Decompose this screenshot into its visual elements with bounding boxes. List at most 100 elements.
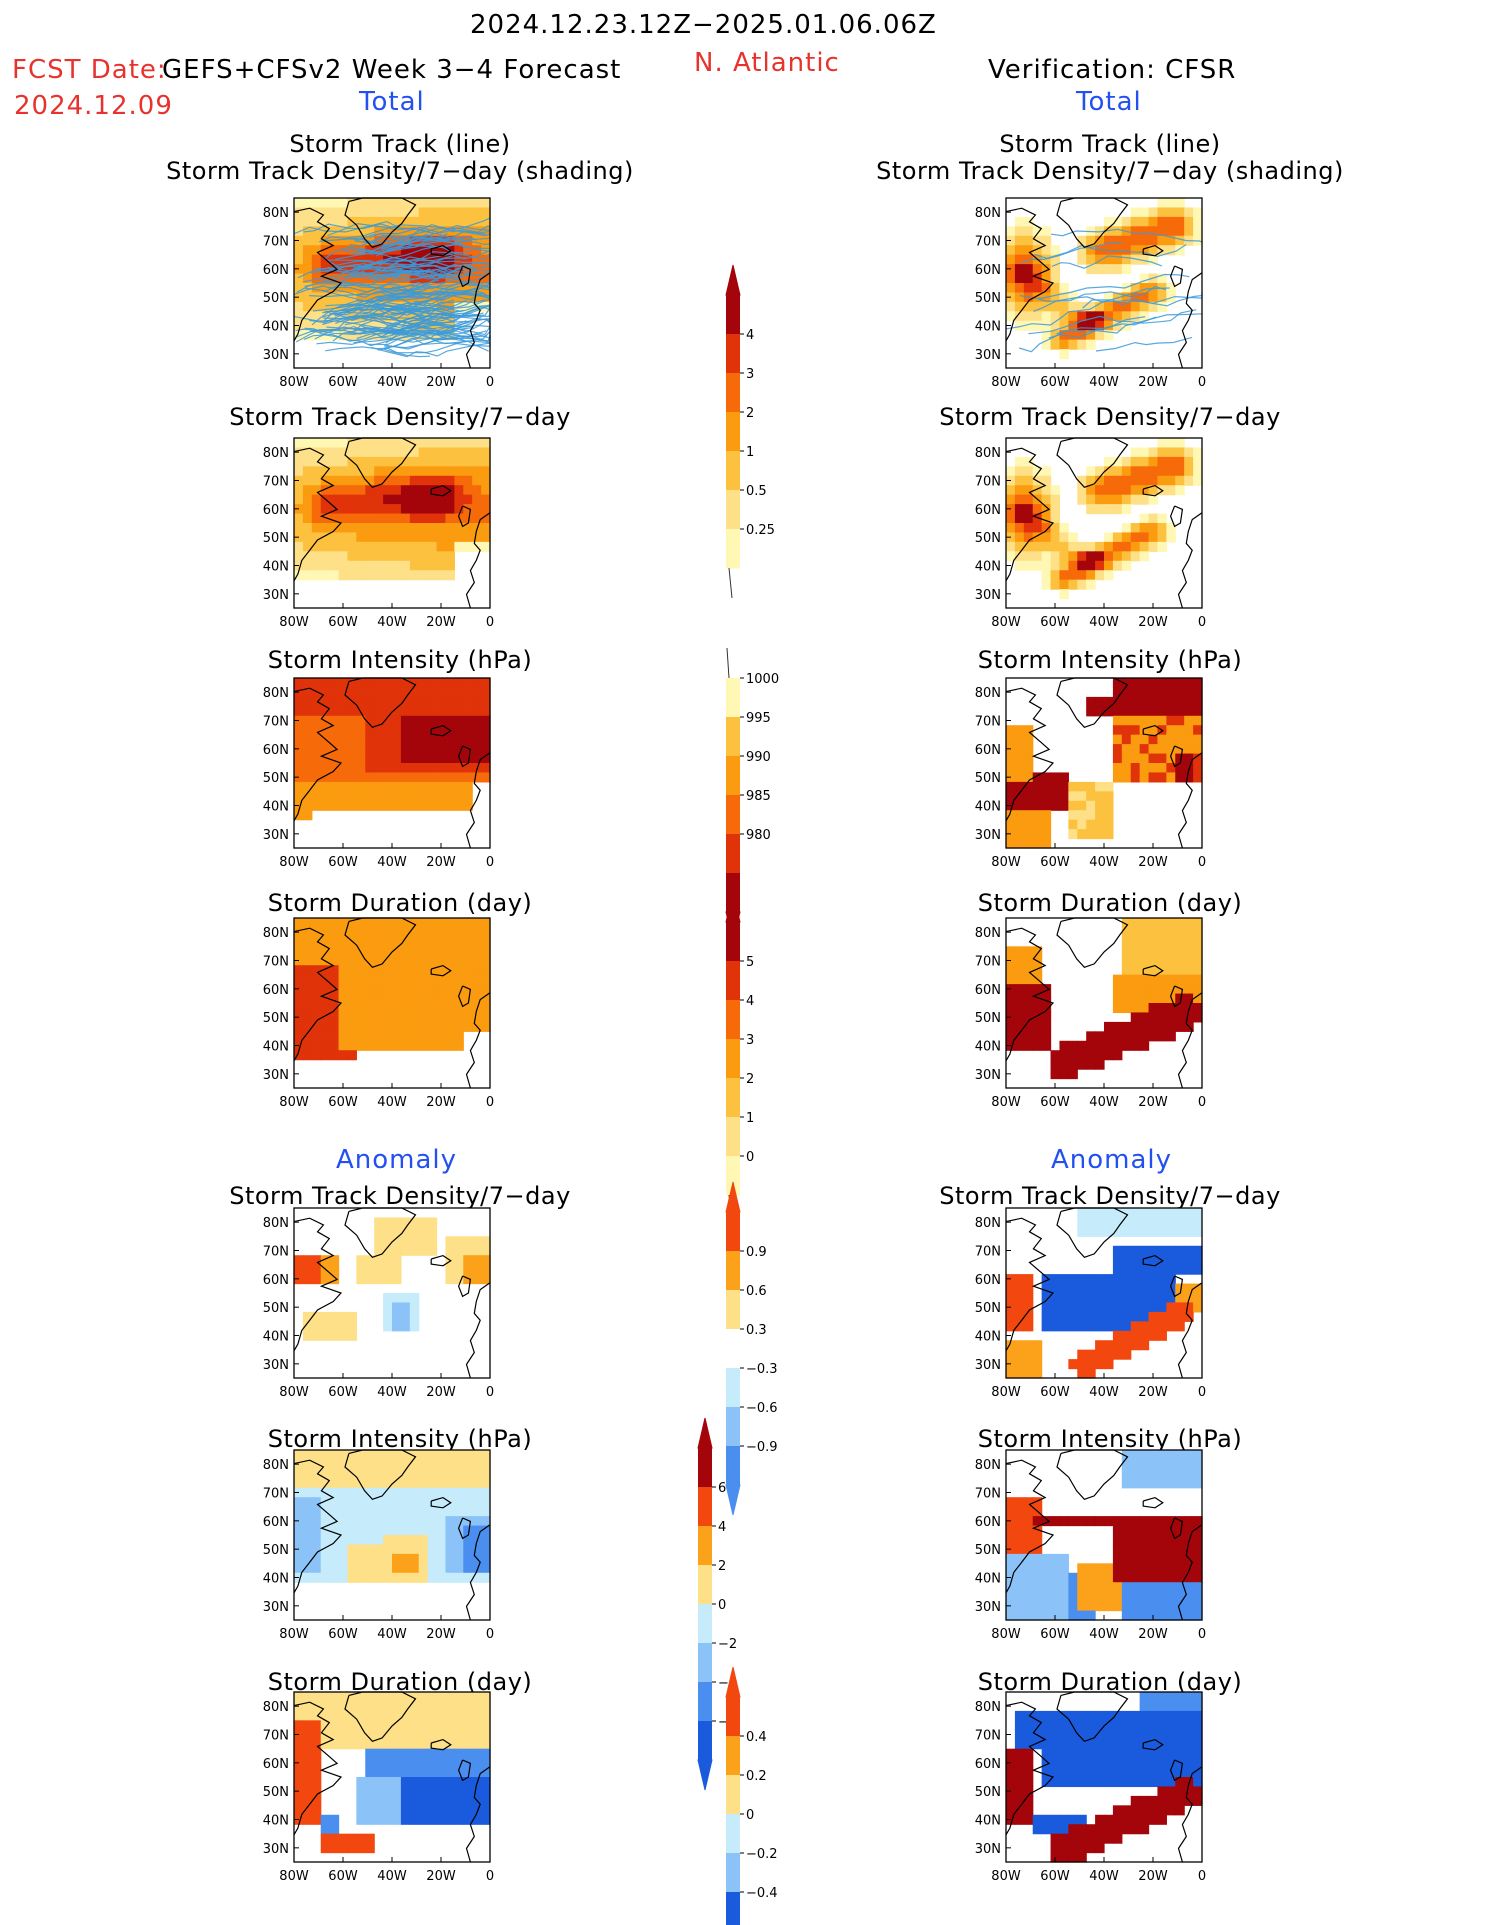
map-verification-anom-density-cell [1023,1293,1034,1304]
map-forecast-duration-cell [445,936,455,947]
map-verification-anom-duration-cell [1121,1729,1132,1740]
map-verification-anom-intensity-cell [1193,1591,1203,1602]
map-forecast-anom-intensity-cell [374,1468,384,1479]
map-verification-track-lat-label: 80N [975,206,1001,221]
map-verification-anom-density-cell [1193,1293,1203,1304]
map-verification-track-cell [1139,226,1150,237]
map-forecast-duration-cell [400,974,411,985]
map-forecast-anom-intensity-cell [302,1544,313,1555]
map-forecast-anom-intensity-cell [329,1535,340,1546]
map-verification-duration-cell [1148,993,1159,1004]
map-forecast-duration-cell [427,993,438,1004]
map-verification-anom-density-cell [1023,1283,1034,1294]
map-forecast-anom-density-coastline [465,1282,491,1379]
map-verification-track-track-line [1028,309,1197,335]
map-forecast-anom-intensity-cell [445,1525,455,1536]
map-forecast-anom-density-cell [383,1264,393,1275]
map-forecast-anom-density-cell [418,1245,429,1256]
map-forecast-track-cell [400,330,411,341]
map-verification-duration-cell [1086,1050,1096,1061]
map-forecast-anom-intensity-cell [356,1516,366,1527]
map-verification-anom-intensity-lon-label: 40W [1089,1627,1119,1642]
map-forecast-anom-duration-cell [311,1701,322,1712]
map-forecast-anom-duration-cell [427,1805,438,1816]
map-forecast-anom-intensity-cell [436,1525,447,1536]
map-forecast-density-cell [338,523,349,534]
map-forecast-track-cell [463,216,473,227]
map-verification-intensity-cell [1006,838,1016,849]
map-verification-anom-density-cell [1166,1293,1176,1304]
map-forecast-density-cell [445,466,455,477]
map-forecast-track-cell [302,273,313,284]
map-verification-intensity-cell [1130,763,1141,774]
map-forecast-track-cell [302,301,313,312]
map-forecast-duration-cell [392,974,402,985]
map-forecast-intensity-cell [418,687,429,698]
map-verification-anom-duration-cell [1095,1777,1105,1788]
map-forecast-duration-cell [418,984,429,995]
map-forecast-track-cell [436,216,447,227]
map-forecast-density-cell [472,513,482,524]
map-verification-density-cell [1157,438,1167,449]
map-verification-anom-duration-cell [1095,1729,1105,1740]
map-verification-anom-density-cell [1104,1217,1114,1228]
map-verification-anom-duration-cell [1086,1833,1096,1844]
map-forecast-density-cell [418,438,429,449]
map-forecast-intensity-cell [481,763,491,774]
map-verification-density-cell [1023,494,1034,505]
map-verification-anom-duration-cell [1006,1805,1016,1816]
map-verification-density-cell [1104,466,1114,477]
map-forecast-anom-density-cell [409,1226,420,1237]
panel-title-anom-density-right: Storm Track Density/7−day [939,1182,1281,1210]
map-verification-density-cell [1130,551,1141,562]
map-verification-track-lon-label: 40W [1089,375,1119,390]
map-forecast-density-cell [409,560,420,571]
map-verification-density-cell [1077,475,1087,486]
map-verification-intensity-cell [1014,838,1025,849]
map-forecast-anom-duration-cell [445,1701,455,1712]
map-forecast-track-cell [311,254,322,265]
map-forecast-intensity-cell [356,772,366,783]
map-verification-duration-cell [1112,1031,1123,1042]
map-verification-density-cell [1014,532,1025,543]
map-forecast-anom-intensity-cell [436,1487,447,1498]
map-forecast-duration-cell [409,1031,420,1042]
map-verification-track-lon-label: 0 [1198,375,1206,390]
map-forecast-duration-cell [418,1031,429,1042]
map-forecast-intensity-cell [445,781,455,792]
map-verification-anom-intensity-cell [1104,1572,1114,1583]
map-forecast-intensity-cell [409,715,420,726]
map-forecast-density-cell [409,438,420,449]
map-verification-track-cell [1032,311,1043,322]
map-verification-anom-density-cell [1193,1302,1203,1313]
map-verification-anom-density-cell [1112,1264,1123,1275]
map-verification-track-cell [1032,273,1043,284]
map-forecast-anom-density-cell [356,1255,366,1266]
map-forecast-density-cell [320,523,331,534]
map-verification-anom-duration-cell [1023,1814,1034,1825]
map-verification-anom-duration-cell [1175,1692,1185,1703]
map-forecast-track-track-line [334,288,476,316]
map-forecast-anom-density-cell [329,1255,340,1266]
map-forecast-anom-intensity-cell [383,1516,393,1527]
map-forecast-anom-intensity-cell [338,1516,349,1527]
map-verification-anom-intensity-cell [1139,1468,1150,1479]
map-forecast-density-cell [454,541,464,552]
map-forecast-anom-intensity-cell [463,1478,473,1489]
map-verification-duration-cell [1023,984,1034,995]
map-forecast-intensity-lat-label: 50N [263,771,289,786]
map-verification-duration-cell [1121,946,1132,957]
map-forecast-anom-intensity-cell [374,1572,384,1583]
map-forecast-intensity-cell [454,687,464,698]
map-verification-track-cell [1193,216,1203,227]
map-verification-intensity-cell [1193,687,1203,698]
map-verification-anom-density-cell [1139,1264,1150,1275]
map-forecast-track-cell [463,198,473,209]
map-verification-anom-density-cell [1184,1217,1194,1228]
map-forecast-intensity-cell [445,753,455,764]
map-forecast-duration-cell [311,984,322,995]
map-forecast-density-cell [311,485,322,496]
map-forecast-duration-cell [365,993,375,1004]
map-forecast-anom-duration-cell [356,1843,366,1854]
